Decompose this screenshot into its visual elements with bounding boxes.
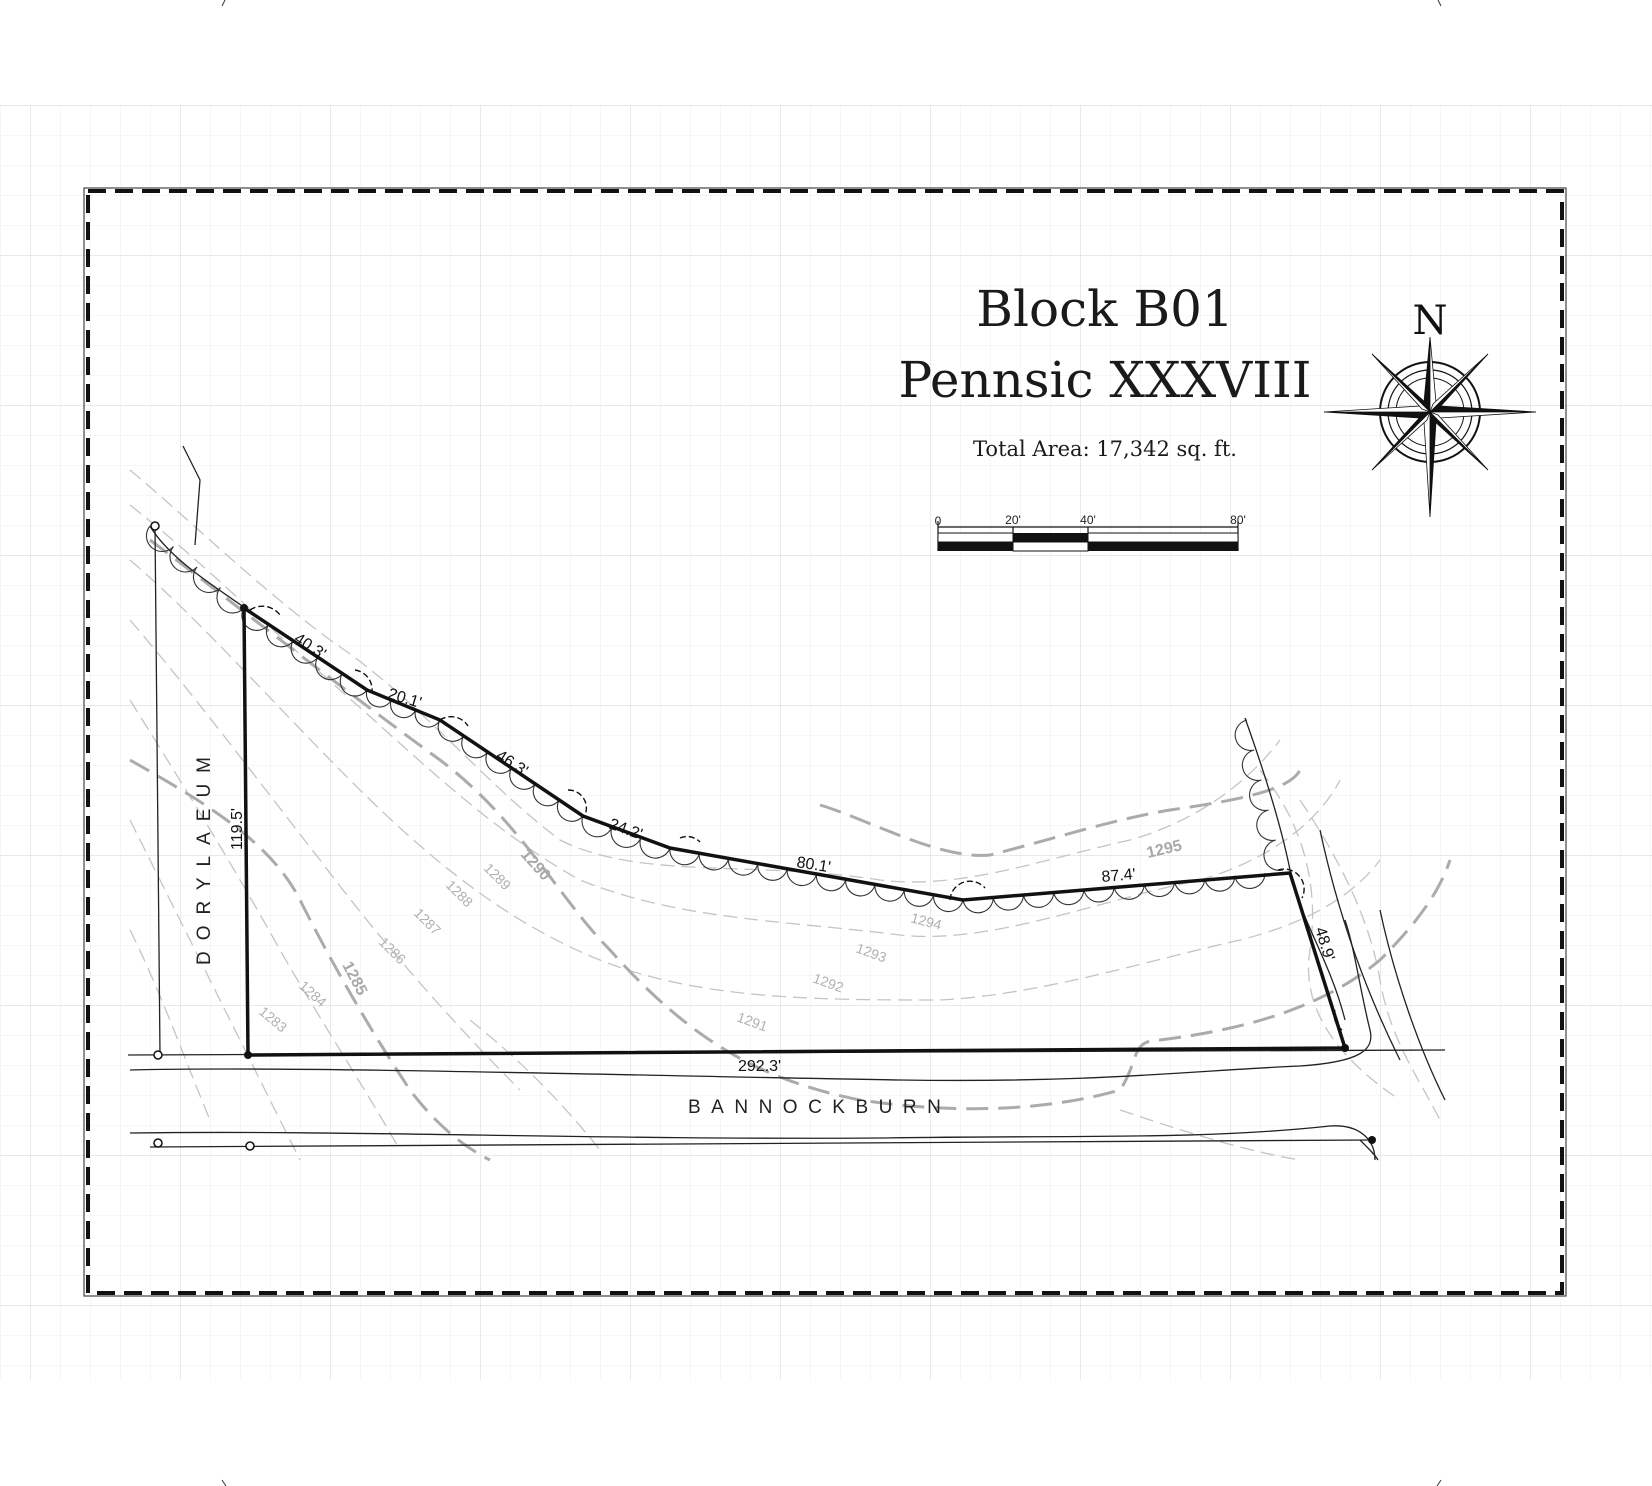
scale-label-40: 40' bbox=[1080, 513, 1096, 527]
scale-label-20: 20' bbox=[1005, 513, 1021, 527]
crop-marks bbox=[221, 0, 1442, 1486]
map-title: Block B01 bbox=[976, 280, 1233, 338]
tree-line-scallops bbox=[145, 525, 1284, 914]
scale-bar: 0 20' 40' 80' bbox=[935, 513, 1246, 552]
compass-rose-icon: N bbox=[1323, 298, 1537, 518]
dimension-label-seg8: 292.3' bbox=[738, 1058, 781, 1075]
dimension-label-seg5: 80.1' bbox=[795, 854, 831, 876]
dimension-label-seg9: 119.5' bbox=[229, 808, 246, 850]
map-frame bbox=[83, 187, 1567, 1297]
contour-lines-major bbox=[129, 538, 1452, 1162]
compass-north-label: N bbox=[1413, 298, 1448, 344]
street-label-dorylaeum: DORYLAEUM bbox=[194, 746, 215, 965]
contour-label-1294: 1294 bbox=[909, 909, 943, 933]
scale-label-80: 80' bbox=[1230, 513, 1246, 527]
map-subtitle: Pennsic XXXVIII bbox=[898, 351, 1311, 409]
scale-label-0: 0 bbox=[935, 514, 942, 528]
tree-line-segment bbox=[145, 525, 1266, 914]
total-area-label: Total Area: 17,342 sq. ft. bbox=[973, 437, 1237, 461]
corner-arc-markers bbox=[249, 605, 1343, 1031]
graph-paper-grid bbox=[0, 105, 1652, 1380]
dimension-label-seg6: 87.4' bbox=[1101, 866, 1137, 886]
block-boundary[interactable] bbox=[242, 604, 1348, 1057]
boundary-vertices bbox=[150, 521, 1376, 1151]
title-block: Block B01 Pennsic XXXVIII Total Area: 17… bbox=[898, 280, 1311, 461]
tree-line-segment bbox=[1234, 719, 1284, 871]
street-label-bannockburn: BANNOCKBURN bbox=[688, 1097, 951, 1118]
